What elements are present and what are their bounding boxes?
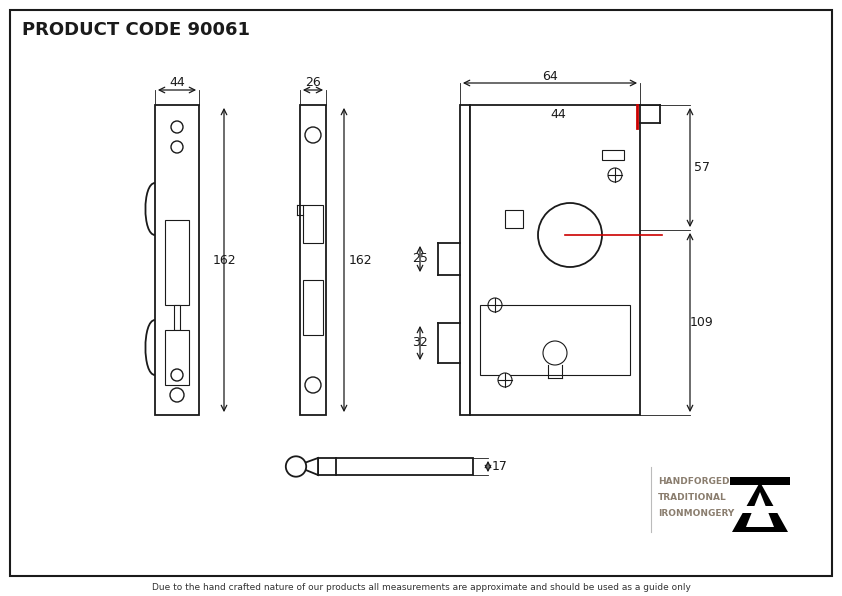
Bar (303, 205, 323, 243)
Bar (730, 477, 790, 485)
Bar (556, 221, 584, 249)
Circle shape (285, 457, 306, 477)
Bar (300, 105, 326, 415)
Text: 44: 44 (550, 108, 566, 122)
Circle shape (498, 373, 512, 387)
Circle shape (538, 203, 602, 267)
Bar (480, 305, 630, 375)
Text: Due to the hand crafted nature of our products all measurements are approximate : Due to the hand crafted nature of our pr… (152, 583, 690, 592)
Text: TRADITIONAL: TRADITIONAL (658, 493, 727, 502)
Text: PRODUCT CODE 90061: PRODUCT CODE 90061 (22, 21, 250, 39)
Circle shape (488, 298, 502, 312)
Bar (318, 458, 473, 475)
Bar (602, 150, 624, 160)
Text: HANDFORGED: HANDFORGED (658, 477, 729, 486)
Text: 64: 64 (542, 70, 558, 82)
Circle shape (171, 121, 183, 133)
Circle shape (171, 369, 183, 381)
Text: 32: 32 (412, 337, 428, 349)
Polygon shape (296, 458, 318, 475)
Text: 162: 162 (349, 253, 372, 266)
Circle shape (305, 127, 321, 143)
Bar (165, 330, 189, 385)
Text: 109: 109 (690, 316, 714, 329)
Text: 25: 25 (412, 253, 428, 265)
Text: 162: 162 (212, 253, 236, 266)
Polygon shape (732, 482, 788, 532)
Text: IRONMONGERY: IRONMONGERY (658, 510, 734, 519)
Bar (460, 105, 470, 415)
Text: 57: 57 (694, 161, 710, 174)
Circle shape (171, 141, 183, 153)
Circle shape (608, 168, 622, 182)
Bar (165, 220, 189, 305)
Text: 17: 17 (492, 460, 508, 473)
Polygon shape (746, 492, 774, 527)
Bar (740, 506, 780, 513)
Bar (174, 305, 180, 330)
Bar (155, 105, 199, 415)
Text: 26: 26 (305, 76, 321, 89)
Bar (303, 280, 323, 335)
Circle shape (305, 377, 321, 393)
Circle shape (543, 341, 567, 365)
Circle shape (170, 388, 184, 402)
Bar (470, 105, 640, 415)
Bar (505, 210, 523, 228)
Text: 44: 44 (169, 76, 185, 89)
